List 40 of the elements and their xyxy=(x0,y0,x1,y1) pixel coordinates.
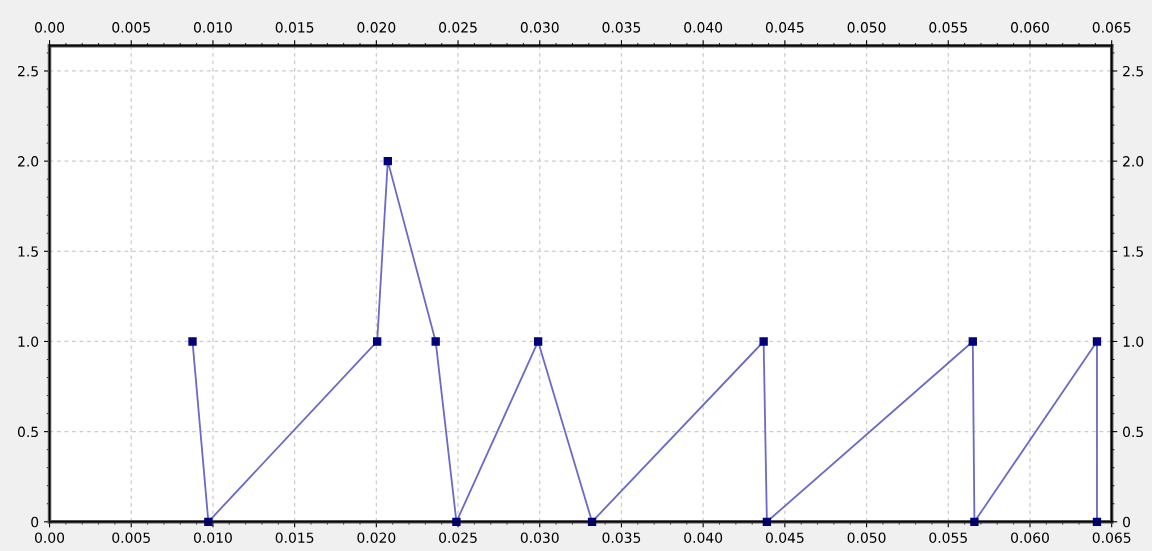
x2-tick-label: 0.010 xyxy=(193,22,232,33)
x-tick-label: 0.020 xyxy=(357,532,396,543)
x-tick-label: 0.045 xyxy=(765,532,804,543)
y2-tick-label: 1.0 xyxy=(1123,336,1144,347)
x-tick-label: 0.035 xyxy=(602,532,641,543)
x-tick-label: 0.015 xyxy=(275,532,314,543)
y2-tick-label: 1.5 xyxy=(1123,246,1143,257)
x2-tick-label: 0.055 xyxy=(929,22,967,33)
x-tick-label: 0.010 xyxy=(193,532,232,543)
x-tick-label: 0.050 xyxy=(847,532,886,543)
x-tick-label: 0.00 xyxy=(34,532,65,543)
y-tick-label: 1.5 xyxy=(18,246,38,257)
y2-tick-label: 0.5 xyxy=(1123,426,1143,438)
x-tick-label: 0.030 xyxy=(520,532,559,543)
x2-tick-label: 0.060 xyxy=(1011,22,1049,33)
y2-tick-label: 2.0 xyxy=(1123,156,1144,167)
x-tick-label: 0.040 xyxy=(684,532,723,543)
x2-tick-label: 0.030 xyxy=(520,22,559,33)
x-tick-label: 0.005 xyxy=(112,532,150,543)
x-tick-label: 0.055 xyxy=(929,532,967,543)
x2-tick-label: 0.015 xyxy=(275,22,314,33)
x2-tick-label: 0.065 xyxy=(1092,22,1131,33)
x2-tick-label: 0.00 xyxy=(34,22,65,33)
x2-tick-label: 0.050 xyxy=(847,22,886,33)
x2-tick-label: 0.035 xyxy=(602,22,641,33)
y-tick-label: 2.5 xyxy=(18,65,38,77)
x-tick-label: 0.060 xyxy=(1011,532,1049,543)
y-tick-label: 0.5 xyxy=(17,426,38,438)
y-tick-label: 2.0 xyxy=(18,156,39,167)
x2-tick-label: 0.025 xyxy=(439,22,477,33)
x2-tick-label: 0.045 xyxy=(765,22,804,33)
x-tick-label: 0.065 xyxy=(1092,532,1131,543)
y-tick-label: 0 xyxy=(31,516,39,528)
y-tick-label: 1.0 xyxy=(18,336,39,347)
x-tick-label: 0.025 xyxy=(439,532,477,543)
y2-tick-label: 0 xyxy=(1123,516,1131,528)
x2-tick-label: 0.005 xyxy=(112,22,150,33)
x2-tick-label: 0.020 xyxy=(357,22,396,33)
y2-tick-label: 2.5 xyxy=(1123,65,1143,77)
x2-tick-label: 0.040 xyxy=(684,22,723,33)
